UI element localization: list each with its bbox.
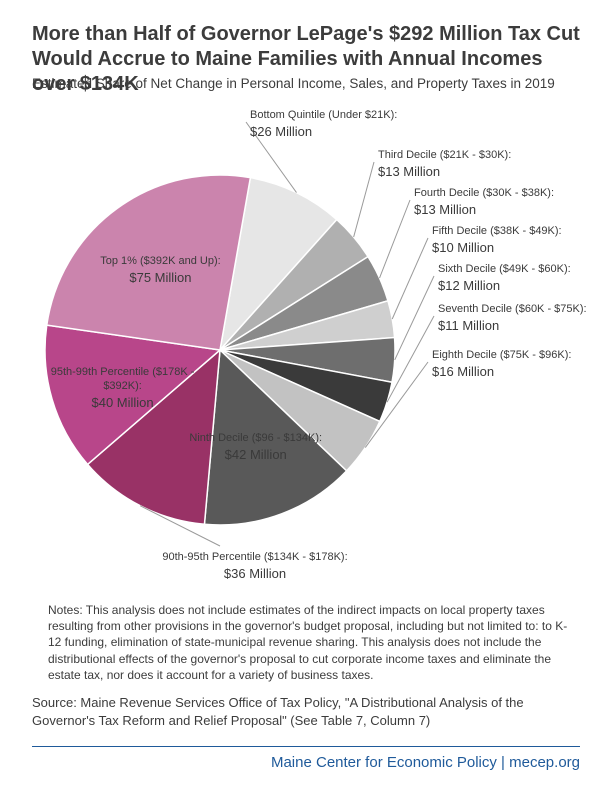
slice-label-seventh_decile: Seventh Decile ($60K - $75K): $11 Million	[438, 302, 612, 334]
slice-range-sixth_decile: Sixth Decile ($49K - $60K):	[438, 263, 571, 275]
page-subtitle: Estimated Share of Net Change in Persona…	[32, 76, 580, 91]
slice-label-p90_95: 90th-95th Percentile ($134K - $178K): $36…	[140, 550, 370, 582]
slice-range-eighth_decile: Eighth Decile ($75K - $96K):	[432, 349, 571, 361]
slice-label-eighth_decile: Eighth Decile ($75K - $96K): $16 Million	[432, 348, 612, 380]
source-text: Source: Maine Revenue Services Office of…	[32, 694, 552, 730]
slice-range-third_decile: Third Decile ($21K - $30K):	[378, 149, 511, 161]
slice-label-third_decile: Third Decile ($21K - $30K): $13 Million	[378, 148, 558, 180]
slice-value-fourth_decile: $13 Million	[414, 201, 594, 219]
slice-value-bottom_quintile: $26 Million	[250, 123, 430, 141]
slice-value-p90_95: $36 Million	[140, 565, 370, 583]
slice-range-ninth_decile: Ninth Decile ($96 - $134K):	[189, 432, 322, 444]
slice-label-sixth_decile: Sixth Decile ($49K - $60K): $12 Million	[438, 262, 612, 294]
slice-label-fifth_decile: Fifth Decile ($38K - $49K): $10 Million	[432, 224, 612, 256]
slice-range-p90_95: 90th-95th Percentile ($134K - $178K):	[162, 551, 347, 563]
slice-value-p95_99: $40 Million	[38, 394, 208, 412]
slice-value-top1: $75 Million	[75, 269, 245, 287]
slice-value-sixth_decile: $12 Million	[438, 277, 612, 295]
slice-label-top1: Top 1% ($392K and Up): $75 Million	[75, 254, 245, 286]
slice-label-ninth_decile: Ninth Decile ($96 - $134K): $42 Million	[171, 431, 341, 463]
pie-chart: Bottom Quintile (Under $21K): $26 Million…	[0, 100, 612, 580]
notes-text: Notes: This analysis does not include es…	[48, 602, 568, 683]
slice-range-fifth_decile: Fifth Decile ($38K - $49K):	[432, 225, 562, 237]
slice-range-fourth_decile: Fourth Decile ($30K - $38K):	[414, 187, 554, 199]
slice-range-seventh_decile: Seventh Decile ($60K - $75K):	[438, 303, 587, 315]
slice-value-seventh_decile: $11 Million	[438, 317, 612, 335]
slice-range-p95_99: 95th-99th Percentile ($178K - $392K):	[51, 366, 195, 393]
slice-label-fourth_decile: Fourth Decile ($30K - $38K): $13 Million	[414, 186, 594, 218]
slice-label-p95_99: 95th-99th Percentile ($178K - $392K):$40…	[38, 365, 208, 412]
slice-range-top1: Top 1% ($392K and Up):	[100, 255, 220, 267]
slice-value-third_decile: $13 Million	[378, 163, 558, 181]
slice-value-eighth_decile: $16 Million	[432, 363, 612, 381]
slice-value-fifth_decile: $10 Million	[432, 239, 612, 257]
slice-value-ninth_decile: $42 Million	[171, 446, 341, 464]
footer-text: Maine Center for Economic Policy | mecep…	[271, 754, 580, 771]
footer-rule	[32, 746, 580, 747]
slice-range-bottom_quintile: Bottom Quintile (Under $21K):	[250, 109, 397, 121]
slice-label-bottom_quintile: Bottom Quintile (Under $21K): $26 Million	[250, 108, 430, 140]
